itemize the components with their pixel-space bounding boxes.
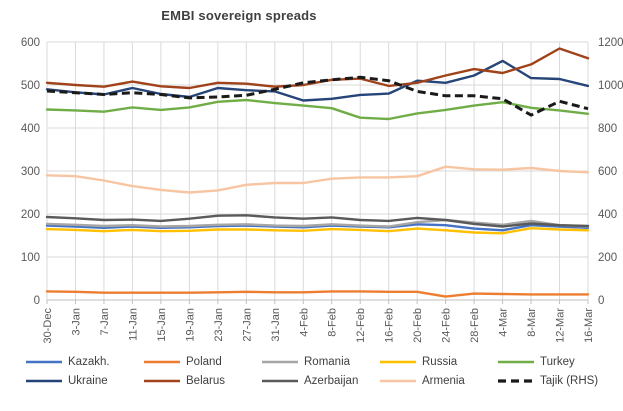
- x-axis-tick-label: 19-Jan: [184, 308, 196, 342]
- legend-label: Armenia: [422, 375, 465, 387]
- legend-row: Ukraine Belarus Azerbaijan Armenia Tajik (RH…: [26, 375, 616, 387]
- legend-item-armenia: Armenia: [380, 375, 498, 387]
- x-axis-tick-label: 31-Jan: [270, 308, 282, 342]
- legend-label: Kazakh.: [68, 356, 110, 368]
- legend-swatch-poland: [144, 360, 180, 364]
- legend-label: Belarus: [186, 375, 225, 387]
- legend-label: Ukraine: [68, 375, 108, 387]
- right-axis-tick-label: 1000: [598, 80, 623, 92]
- x-axis-tick-label: 16-Feb: [384, 308, 396, 343]
- legend-item-romania: Romania: [262, 356, 380, 368]
- legend-swatch-russia: [380, 360, 416, 364]
- x-axis-tick-label: 30-Dec: [42, 308, 54, 344]
- series-line-kazakh: [45, 223, 590, 232]
- legend-item-russia: Russia: [380, 356, 498, 368]
- legend-label: Russia: [422, 356, 458, 368]
- x-axis-tick-label: 4-Feb: [298, 308, 310, 337]
- series-line-romania: [45, 218, 590, 228]
- legend-item-ukraine: Ukraine: [26, 375, 144, 387]
- legend-row: Kazakh. Poland Romania Russia Turkey: [26, 356, 616, 368]
- x-axis-tick-label: 15-Jan: [156, 308, 168, 342]
- x-axis-tick-label: 4-Mar: [498, 308, 510, 337]
- right-axis-tick-label: 0: [598, 295, 604, 307]
- x-axis-tick-label: 27-Jan: [241, 308, 253, 342]
- chart-title: EMBI sovereign spreads: [161, 8, 317, 23]
- x-axis-tick-label: 12-Mar: [555, 308, 567, 343]
- x-axis-tick-label: 7-Jan: [99, 308, 111, 336]
- series-line-tajik-rhs: [46, 75, 589, 117]
- legend-label: Turkey: [540, 356, 575, 368]
- series-line-russia: [45, 226, 590, 235]
- x-axis-tick-label: 8-Mar: [526, 308, 538, 337]
- legend-label: Tajik (RHS): [540, 375, 599, 387]
- series-line-armenia: [45, 165, 590, 194]
- right-axis-tick-label: 400: [598, 209, 617, 221]
- legend-item-belarus: Belarus: [144, 375, 262, 387]
- legend-item-kazakh: Kazakh.: [26, 356, 144, 368]
- x-axis-tick-label: 3-Jan: [70, 308, 82, 336]
- legend-swatch-kazakh: [26, 360, 62, 364]
- x-axis-tick-label: 8-Feb: [327, 308, 339, 337]
- legend-swatch-tajik-rhs: [498, 379, 534, 383]
- chart-plot-area: 0 100 200 300 400 500 600 0 200 400 600 800 1000 1200…: [21, 37, 623, 344]
- left-axis-tick-label: 100: [21, 252, 40, 264]
- legend-label: Romania: [304, 356, 351, 368]
- legend-swatch-belarus: [144, 379, 180, 383]
- x-axis-tick-label: 11-Jan: [127, 308, 139, 341]
- x-axis-tick-label: 12-Feb: [355, 308, 367, 343]
- legend-item-poland: Poland: [144, 356, 262, 368]
- right-axis-tick-label: 800: [598, 123, 617, 135]
- right-axis-tick-label: 1200: [598, 37, 623, 49]
- series-line-ukraine: [45, 59, 590, 102]
- right-axis-tick-label: 600: [598, 166, 617, 178]
- left-axis-tick-label: 600: [21, 37, 40, 49]
- chart-legend: Kazakh. Poland Romania Russia Turkey Ukraine B…: [26, 356, 616, 387]
- x-axis-tick-label: 16-Mar: [583, 308, 595, 343]
- legend-item-tajik-rhs: Tajik (RHS): [498, 375, 616, 387]
- legend-label: Azerbaijan: [304, 375, 359, 387]
- series-line-azerbaijan: [45, 214, 590, 228]
- left-axis-tick-label: 500: [21, 80, 40, 92]
- left-axis-tick-label: 0: [34, 295, 40, 307]
- legend-item-turkey: Turkey: [498, 356, 616, 368]
- x-axis-tick-label: 23-Jan: [213, 308, 225, 342]
- legend-swatch-ukraine: [26, 379, 62, 383]
- series-line-turkey: [45, 98, 590, 121]
- right-axis-tick-label: 200: [598, 252, 617, 264]
- legend-swatch-turkey: [498, 360, 534, 364]
- x-axis-tick-label: 24-Feb: [441, 308, 453, 343]
- left-axis-tick-label: 400: [21, 123, 40, 135]
- left-axis-tick-label: 200: [21, 209, 40, 221]
- legend-swatch-armenia: [380, 379, 416, 383]
- legend-swatch-romania: [262, 360, 298, 364]
- x-axis-tick-label: 28-Feb: [469, 308, 481, 343]
- series-line-poland: [45, 290, 590, 298]
- legend-item-azerbaijan: Azerbaijan: [262, 375, 380, 387]
- legend-swatch-azerbaijan: [262, 379, 298, 383]
- x-axis-tick-label: 20-Feb: [412, 308, 424, 343]
- series-line-belarus: [45, 47, 590, 90]
- legend-label: Poland: [186, 356, 222, 368]
- left-axis-tick-label: 300: [21, 166, 40, 178]
